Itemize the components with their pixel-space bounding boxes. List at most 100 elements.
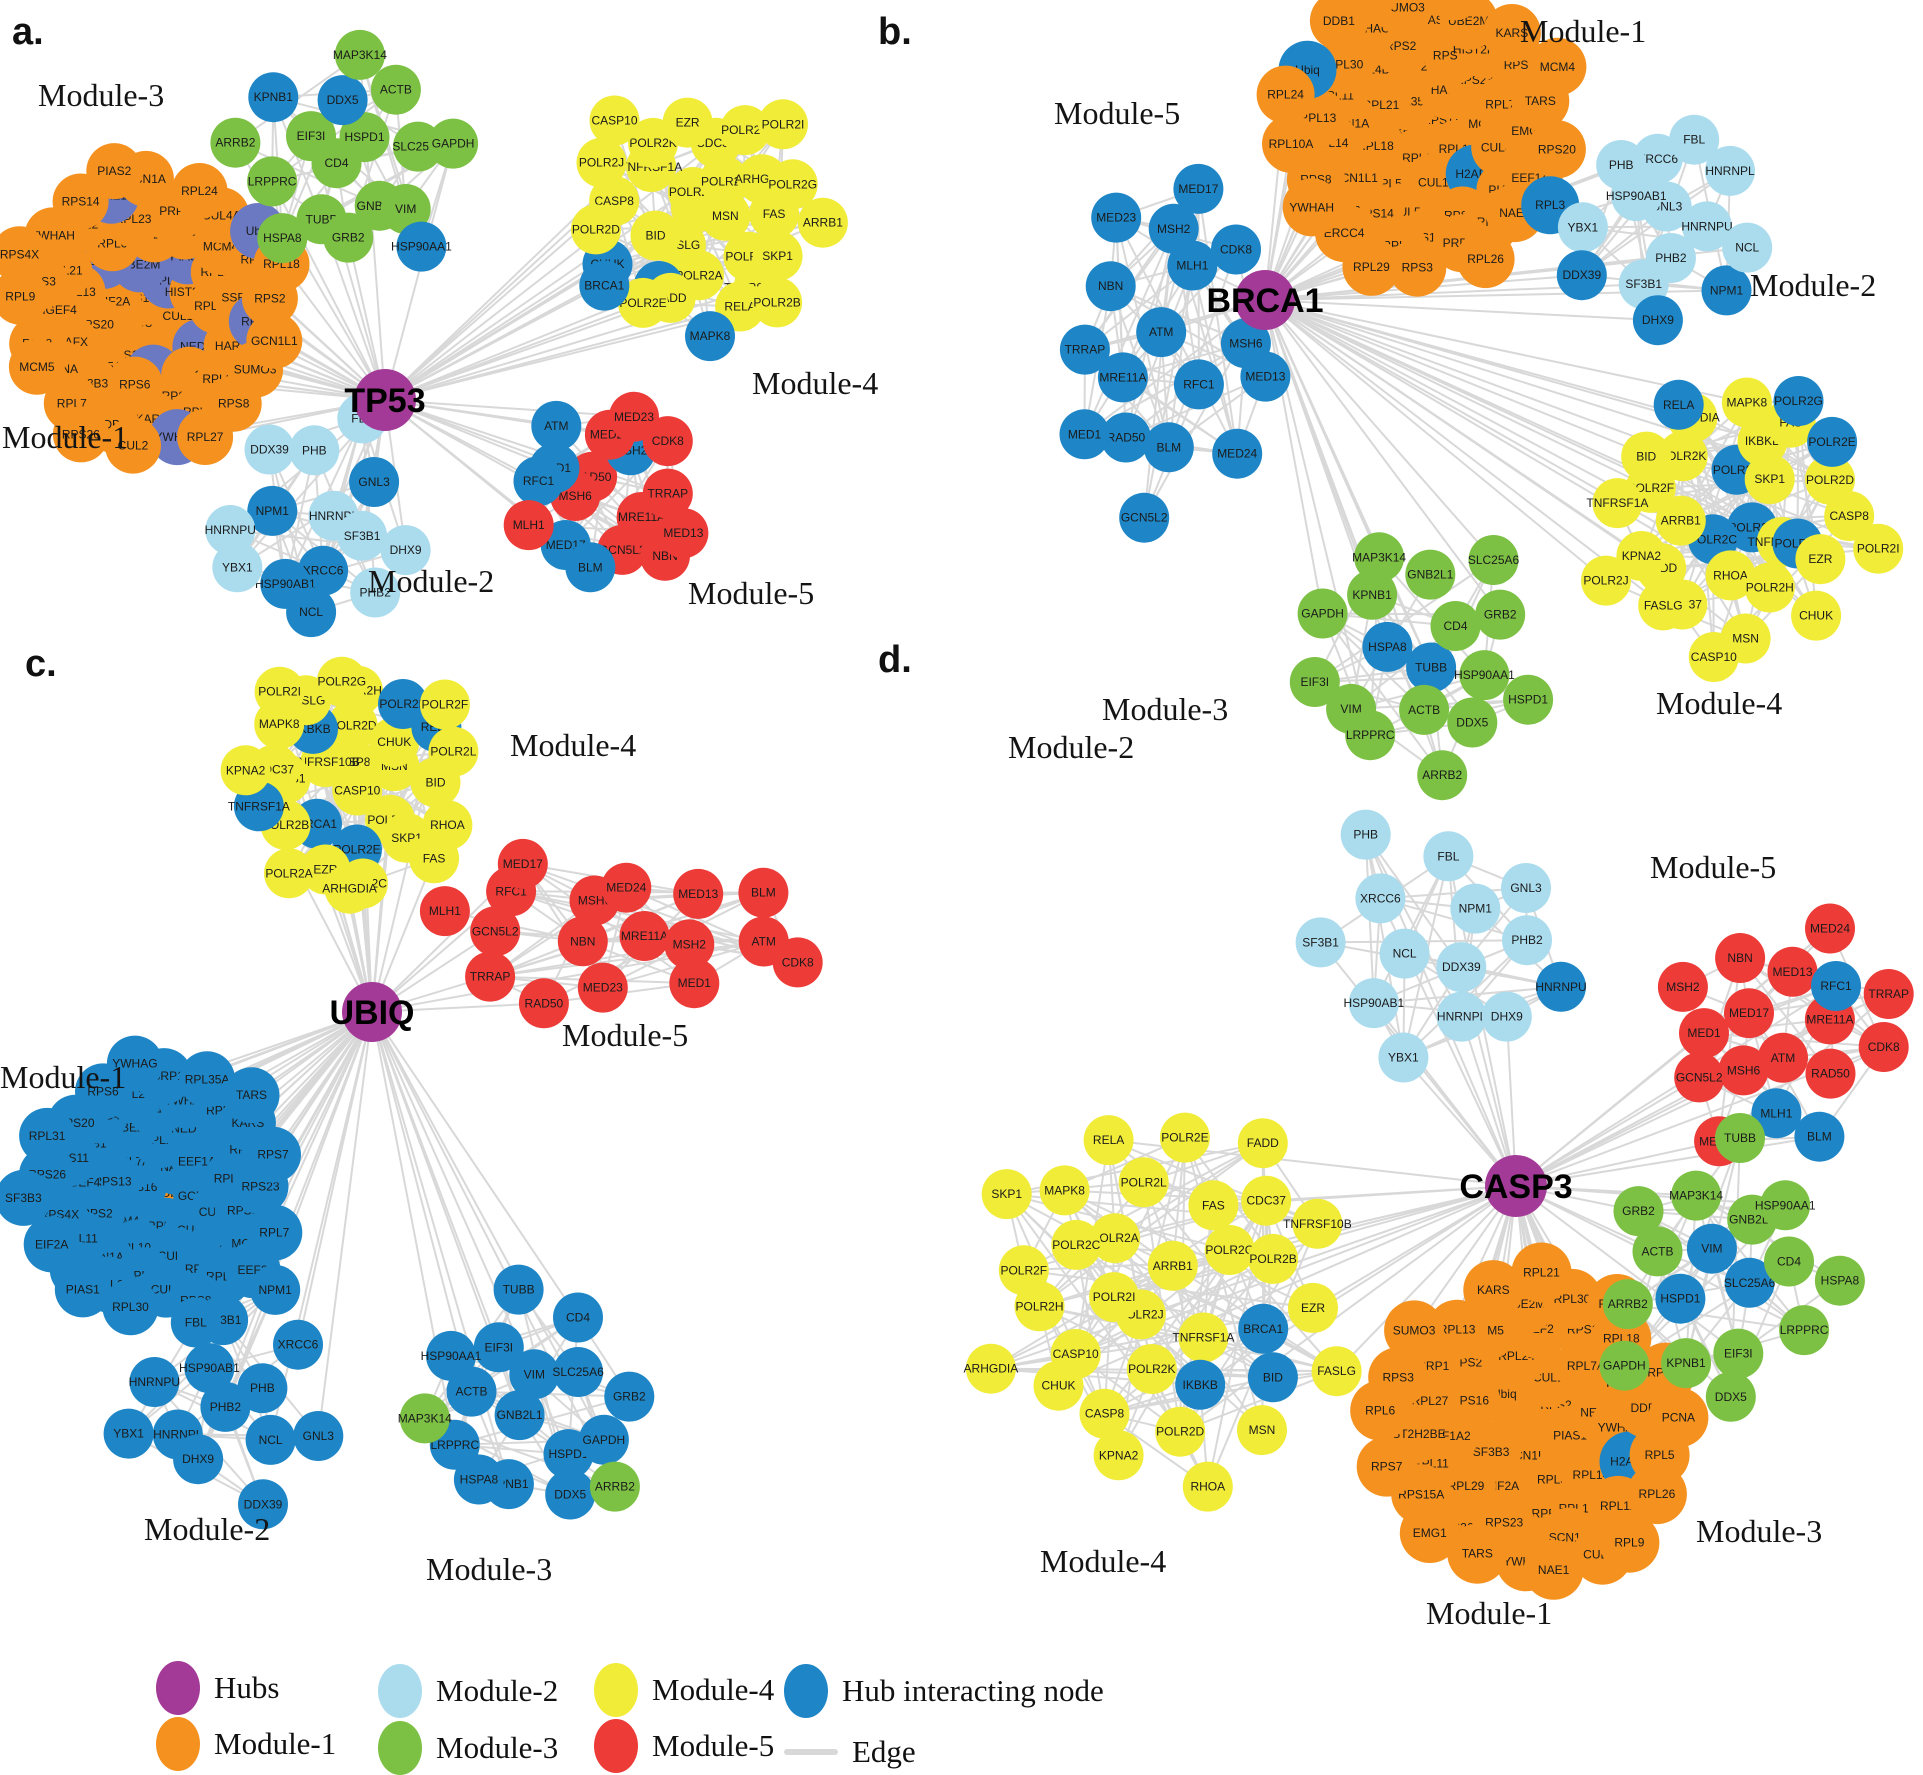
node-FADD[interactable]: [1237, 1118, 1288, 1169]
node-TNFRSF10B[interactable]: [1292, 1198, 1343, 1249]
node-GNL3[interactable]: [293, 1411, 344, 1461]
node-POLR2C[interactable]: [720, 105, 771, 156]
node-MED17[interactable]: [497, 838, 548, 889]
node-RPS7[interactable]: [1356, 1436, 1417, 1497]
node-EIF3I[interactable]: [1713, 1328, 1764, 1379]
node-MED17[interactable]: [1724, 988, 1774, 1039]
node-PHB2[interactable]: [1502, 915, 1552, 966]
hub-node-TP53[interactable]: [354, 369, 416, 431]
node-POLR2B[interactable]: [752, 277, 803, 328]
node-GCN5L2[interactable]: [470, 906, 521, 957]
node-POLR2K[interactable]: [1126, 1344, 1177, 1394]
node-MLH1[interactable]: [419, 886, 470, 937]
node-HSPA8[interactable]: [1362, 621, 1413, 672]
hub-node-UBIQ[interactable]: [342, 982, 402, 1042]
node-RFC1[interactable]: [1811, 961, 1861, 1011]
node-HSPA8[interactable]: [1814, 1255, 1865, 1306]
node-LRPPRC[interactable]: [1345, 710, 1396, 761]
node-POLR2K[interactable]: [378, 679, 428, 729]
node-HSP90AB1[interactable]: [184, 1343, 235, 1394]
node-ARRB1[interactable]: [1655, 495, 1706, 546]
node-CASP8[interactable]: [1824, 491, 1875, 541]
node-MLH1[interactable]: [503, 500, 554, 551]
node-GAPDH[interactable]: [1297, 588, 1348, 639]
node-RPL30[interactable]: [102, 1279, 159, 1336]
node-GNB2L1[interactable]: [1405, 549, 1456, 600]
node-TRRAP[interactable]: [465, 951, 516, 1002]
hub-node-CASP3[interactable]: [1485, 1155, 1547, 1217]
node-NPM1[interactable]: [250, 1264, 301, 1315]
node-TUBB[interactable]: [1406, 642, 1457, 693]
node-MED1[interactable]: [1059, 409, 1110, 460]
node-ARRB2[interactable]: [210, 117, 261, 168]
node-ATM[interactable]: [531, 400, 582, 451]
node-RPL21[interactable]: [1511, 1242, 1572, 1303]
node-MED24[interactable]: [1212, 428, 1263, 479]
node-BLM[interactable]: [1794, 1111, 1845, 1162]
node-ARRB2[interactable]: [1417, 750, 1468, 801]
node-RPL6[interactable]: [1350, 1380, 1411, 1441]
node-MED23[interactable]: [1091, 192, 1142, 243]
node-DDX39[interactable]: [1436, 942, 1487, 993]
node-CDC37[interactable]: [1241, 1175, 1292, 1226]
node-NBN[interactable]: [1085, 261, 1136, 312]
node-CASP8[interactable]: [1079, 1388, 1130, 1439]
node-NEDD8[interactable]: [1425, 0, 1483, 21]
node-MED13[interactable]: [658, 508, 709, 559]
node-EIF3I[interactable]: [473, 1322, 524, 1373]
node-NCL[interactable]: [245, 1414, 296, 1465]
node-POLR2J[interactable]: [1581, 555, 1631, 606]
node-MAP3K14[interactable]: [1671, 1170, 1722, 1221]
node-MSN[interactable]: [1237, 1405, 1287, 1456]
node-TARS[interactable]: [1447, 1523, 1508, 1584]
node-CASP10[interactable]: [589, 95, 640, 146]
node-POLR2A[interactable]: [264, 848, 314, 899]
node-KPNB1[interactable]: [1661, 1338, 1711, 1389]
node-CD4[interactable]: [1430, 601, 1481, 651]
node-ATM[interactable]: [1758, 1032, 1808, 1083]
node-KARS[interactable]: [1482, 4, 1541, 62]
node-CDK8[interactable]: [1211, 224, 1261, 275]
node-GAPDH[interactable]: [1599, 1340, 1650, 1391]
node-PCNA[interactable]: [1648, 1387, 1709, 1448]
node-BRCA1[interactable]: [579, 260, 630, 311]
node-LRPPRC[interactable]: [247, 156, 298, 207]
node-MAP3K14[interactable]: [334, 29, 385, 80]
node-PHB2[interactable]: [200, 1381, 251, 1432]
node-ARHGDIA[interactable]: [965, 1343, 1016, 1394]
node-EMG1[interactable]: [1399, 1503, 1460, 1563]
node-POLR2E[interactable]: [618, 277, 668, 328]
node-RPS3[interactable]: [1388, 238, 1447, 297]
node-FAS[interactable]: [1188, 1180, 1239, 1231]
node-TARS[interactable]: [223, 1067, 280, 1124]
node-MAP3K14[interactable]: [1354, 532, 1405, 583]
node-ARHGDIA[interactable]: [324, 863, 375, 914]
node-MED24[interactable]: [601, 862, 652, 913]
node-MED13[interactable]: [673, 868, 724, 919]
node-RFC1[interactable]: [1173, 359, 1224, 410]
node-GNL3[interactable]: [1501, 863, 1551, 913]
node-HNRNPU[interactable]: [1682, 201, 1732, 252]
node-FASLG[interactable]: [1311, 1346, 1362, 1397]
node-FAS[interactable]: [409, 833, 460, 884]
node-MED1[interactable]: [1679, 1008, 1729, 1059]
node-POLR2L[interactable]: [1118, 1157, 1169, 1208]
node-SKP1[interactable]: [752, 230, 803, 281]
node-POLR2D[interactable]: [1155, 1406, 1206, 1457]
node-MED17[interactable]: [1173, 163, 1224, 214]
node-CASP10[interactable]: [332, 765, 383, 816]
node-PIAS1[interactable]: [54, 1261, 111, 1318]
node-NPM1[interactable]: [247, 485, 298, 536]
node-PHB[interactable]: [237, 1363, 288, 1414]
node-KPNB1[interactable]: [248, 72, 299, 123]
node-RELA[interactable]: [1653, 379, 1704, 430]
node-SF3B3[interactable]: [0, 1169, 52, 1226]
node-POLR2I[interactable]: [1853, 523, 1904, 574]
node-MED1[interactable]: [669, 958, 720, 1009]
node-GAPDH[interactable]: [428, 118, 479, 169]
node-ARRB2[interactable]: [1602, 1279, 1653, 1330]
node-KPNA2[interactable]: [1616, 531, 1667, 581]
node-MED23[interactable]: [577, 962, 628, 1013]
node-IKBKB[interactable]: [1175, 1359, 1226, 1410]
node-EIF3I[interactable]: [286, 111, 336, 162]
